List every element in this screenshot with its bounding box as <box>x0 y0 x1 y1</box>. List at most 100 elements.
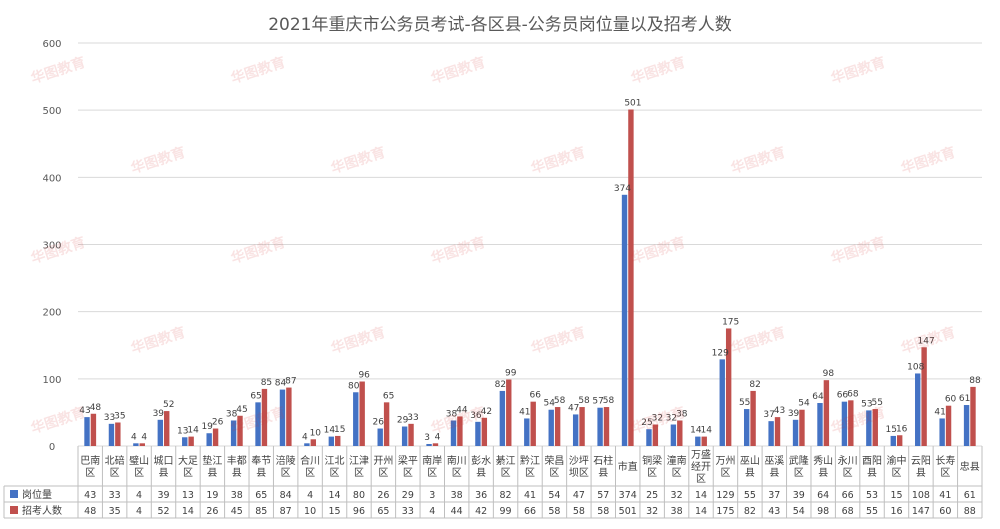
x-tick-label: 黔江区 <box>520 454 540 479</box>
bar-岗位量 <box>768 421 774 446</box>
legend-label-2: 招考人数 <box>22 504 62 517</box>
x-tick-label: 武隆区 <box>789 454 809 479</box>
data-label: 85 <box>261 378 272 388</box>
x-tick-label: 北碚区 <box>105 454 125 479</box>
bar-岗位量 <box>255 402 261 446</box>
bar-招考人数 <box>359 381 365 446</box>
bar-岗位量 <box>328 436 335 446</box>
data-label: 44 <box>456 405 468 415</box>
table-value: 58 <box>548 506 560 517</box>
x-tick-label: 合川区 <box>300 454 320 479</box>
table-value: 58 <box>597 506 609 517</box>
bar-岗位量 <box>108 423 115 446</box>
data-label: 14 <box>701 426 713 436</box>
bar-岗位量 <box>939 418 945 446</box>
bar-岗位量 <box>866 410 872 446</box>
bar-岗位量 <box>426 443 432 446</box>
data-label: 3 <box>424 433 430 443</box>
data-label: 15 <box>886 425 897 435</box>
data-label: 41 <box>519 407 530 417</box>
data-label: 54 <box>798 399 810 409</box>
data-label: 39 <box>788 409 800 419</box>
y-tick-label: 500 <box>42 106 61 117</box>
x-tick-label: 大足区 <box>178 454 198 479</box>
table-value: 42 <box>475 506 487 517</box>
bar-岗位量 <box>182 437 188 446</box>
table-value: 52 <box>157 506 169 517</box>
data-label: 32 <box>666 414 677 424</box>
table-value: 25 <box>646 490 658 501</box>
x-tick-label: 永川区 <box>838 454 858 479</box>
table-value: 38 <box>671 506 683 517</box>
data-label: 58 <box>554 396 566 406</box>
legend-key-2 <box>10 506 18 514</box>
table-value: 84 <box>280 490 292 501</box>
data-label: 43 <box>774 406 785 416</box>
bar-岗位量 <box>401 426 408 446</box>
table-value: 98 <box>817 506 829 517</box>
y-tick-label: 200 <box>42 308 61 319</box>
data-label: 33 <box>104 413 115 423</box>
table-value: 129 <box>716 490 734 501</box>
data-label: 10 <box>310 428 322 438</box>
x-tick-label: 綦江区 <box>496 454 516 479</box>
table-value: 37 <box>768 490 780 501</box>
table-value: 39 <box>793 490 805 501</box>
data-label: 57 <box>592 397 603 407</box>
x-tick-label: 长寿区 <box>935 454 955 479</box>
data-label: 53 <box>861 399 872 409</box>
x-tick-label: 梁平区 <box>398 454 418 479</box>
table-value: 39 <box>157 490 169 501</box>
x-tick-label: 江北区 <box>325 455 345 479</box>
table-value: 4 <box>429 506 435 517</box>
bar-岗位量 <box>206 433 212 446</box>
table-value: 19 <box>206 490 218 501</box>
x-tick-label: 巫溪县 <box>764 455 784 479</box>
x-tick-label: 彭水县 <box>471 454 491 479</box>
table-value: 374 <box>619 490 637 501</box>
bar-岗位量 <box>157 419 164 446</box>
data-label: 55 <box>739 398 750 408</box>
table-value: 82 <box>500 490 512 501</box>
bar-招考人数 <box>212 428 219 446</box>
data-label: 66 <box>529 391 541 401</box>
bar-招考人数 <box>237 415 243 446</box>
bar-招考人数 <box>725 328 732 446</box>
bar-招考人数 <box>383 402 390 446</box>
table-value: 13 <box>182 490 194 501</box>
data-label: 61 <box>959 394 970 404</box>
data-label: 60 <box>945 395 957 405</box>
data-label: 33 <box>407 413 418 423</box>
data-label: 38 <box>676 409 688 419</box>
x-tick-label: 涪陵区 <box>276 454 296 479</box>
bar-岗位量 <box>279 389 286 446</box>
x-tick-label: 荣昌区 <box>544 455 564 479</box>
data-label: 64 <box>812 392 824 402</box>
table-value: 29 <box>402 490 414 501</box>
x-tick-label: 巫山县 <box>740 455 760 479</box>
data-label: 58 <box>603 396 615 406</box>
table-value: 43 <box>84 490 96 501</box>
x-tick-label: 铜梁区 <box>642 454 662 479</box>
bar-岗位量 <box>572 414 579 446</box>
table-value: 64 <box>817 490 829 501</box>
table-value: 68 <box>842 506 854 517</box>
bar-岗位量 <box>230 420 237 446</box>
x-tick-label: 垫江县 <box>202 454 222 479</box>
data-label: 175 <box>722 317 739 327</box>
bar-岗位量 <box>915 373 921 446</box>
table-value: 88 <box>964 506 976 517</box>
x-tick-label: 渝中区 <box>886 454 906 479</box>
table-value: 44 <box>451 506 463 517</box>
data-label: 35 <box>114 411 125 421</box>
bar-招考人数 <box>701 436 707 446</box>
bar-招考人数 <box>530 401 536 446</box>
bar-岗位量 <box>499 390 506 446</box>
data-label: 39 <box>153 409 165 419</box>
table-value: 54 <box>793 506 805 517</box>
bar-招考人数 <box>457 416 463 446</box>
data-label: 38 <box>226 409 238 419</box>
table-value: 4 <box>136 506 142 517</box>
table-value: 14 <box>695 506 707 517</box>
